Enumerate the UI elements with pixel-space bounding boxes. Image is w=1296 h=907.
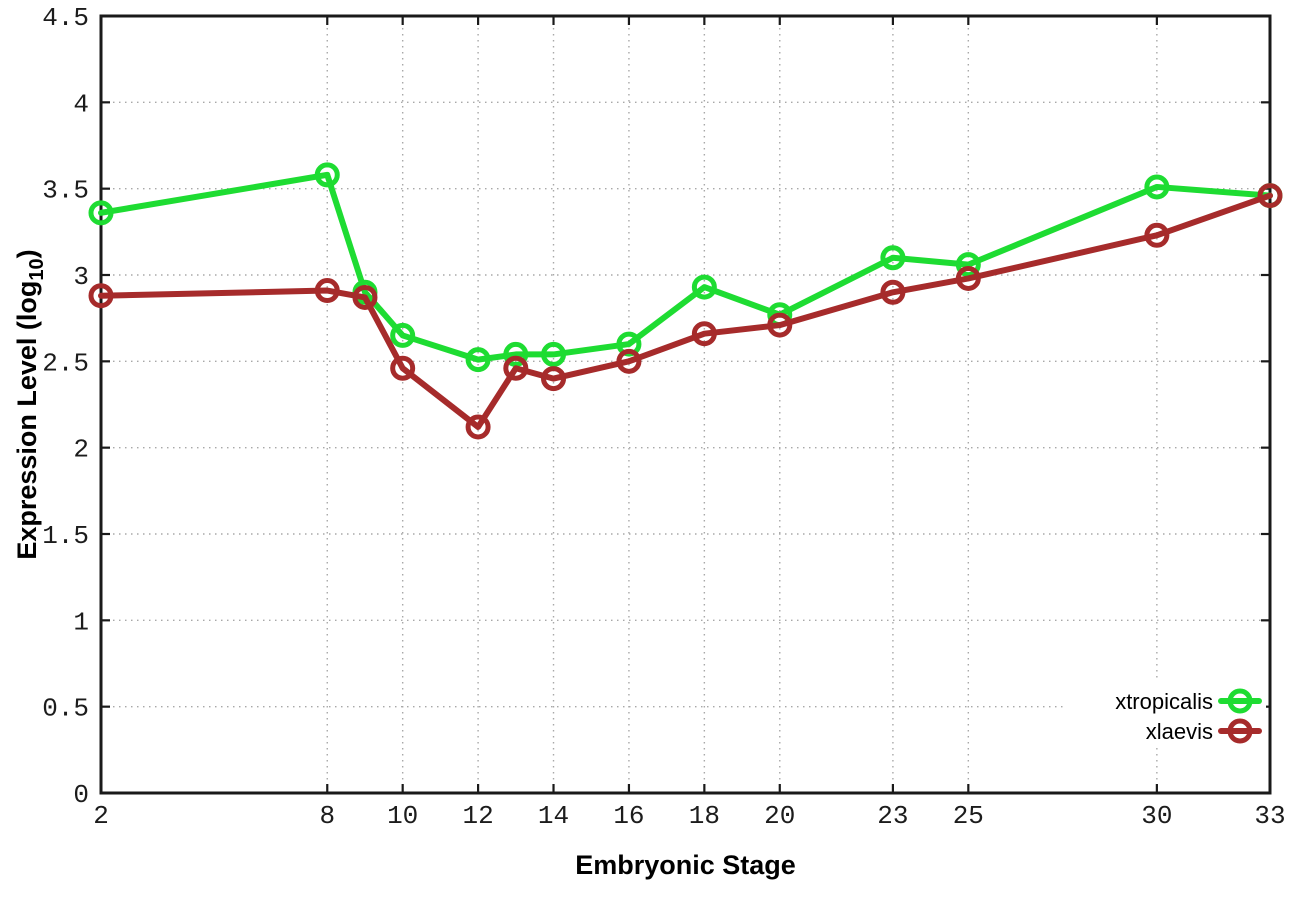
data-point-xlaevis [352,284,378,310]
x-tick-label: 16 [613,801,644,831]
x-tick-label: 20 [764,801,795,831]
x-tick-label: 23 [877,801,908,831]
data-point-xtropicalis [541,341,567,367]
data-point-xtropicalis [390,322,416,348]
legend-marker-sample [1227,688,1253,714]
x-tick-label: 12 [462,801,493,831]
data-point-xlaevis [1144,222,1170,248]
y-tick-label: 0.5 [42,694,89,724]
x-tick-label: 2 [93,801,109,831]
y-tick-label: 2.5 [42,348,89,378]
data-point-xtropicalis [1144,174,1170,200]
grid-layer [101,16,1270,793]
legend-label-xtropicalis: xtropicalis [1115,689,1213,714]
series-xlaevis [88,183,1283,440]
data-point-xlaevis [541,366,567,392]
data-point-xtropicalis [465,347,491,373]
x-tick-label: 18 [689,801,720,831]
data-point-xlaevis [880,279,906,305]
y-axis-title: Expression Level (log10) [12,249,48,559]
y-tick-label: 2 [73,435,89,465]
y-tick-label: 3 [73,262,89,292]
data-point-xtropicalis [955,252,981,278]
data-point-xtropicalis [88,200,114,226]
plot-frame [99,14,1272,795]
series-line-xtropicalis [98,171,1273,363]
x-tick-label: 10 [387,801,418,831]
data-point-xlaevis [314,278,340,304]
y-tick-label: 4.5 [42,3,89,33]
y-tick-label: 1.5 [42,521,89,551]
y-tick-label: 3.5 [42,176,89,206]
x-tick-label: 33 [1254,801,1285,831]
legend-item-xtropicalis: xtropicalis [1115,688,1262,714]
x-tick-label: 25 [953,801,984,831]
data-point-xtropicalis [503,341,529,367]
tick-layer [99,14,1272,795]
y-tick-label: 0 [73,780,89,810]
data-point-xlaevis [503,355,529,381]
series-line-xlaevis [98,192,1273,430]
x-axis-title: Embryonic Stage [575,850,796,880]
y-tick-label: 1 [73,607,89,637]
legend-label-xlaevis: xlaevis [1146,719,1213,744]
data-point-xtropicalis [616,331,642,357]
data-point-xlaevis [390,355,416,381]
data-point-xlaevis [955,265,981,291]
tick-label-layer: 0 0.5 1 1.5 2 2.5 3 3.5 4 4.5 2 8 10 12 14 16 18 20 23 25 30… [42,3,1285,831]
data-point-xlaevis [1257,183,1283,209]
data-point-xlaevis [88,283,114,309]
legend: xtropicalis xlaevis [1066,680,1266,748]
data-point-xtropicalis [314,162,340,188]
x-tick-label: 8 [319,801,335,831]
data-point-xtropicalis [880,245,906,271]
legend-marker-sample [1227,718,1253,744]
legend-item-xlaevis: xlaevis [1146,718,1262,744]
y-tick-label: 4 [73,89,89,119]
data-point-xlaevis [616,348,642,374]
series-layer [88,162,1283,440]
x-tick-label: 14 [538,801,569,831]
frame-layer [99,14,1272,795]
data-point-xlaevis [691,321,717,347]
data-point-xtropicalis [691,274,717,300]
data-point-xlaevis [767,312,793,338]
x-tick-label: 30 [1141,801,1172,831]
data-point-xlaevis [465,414,491,440]
